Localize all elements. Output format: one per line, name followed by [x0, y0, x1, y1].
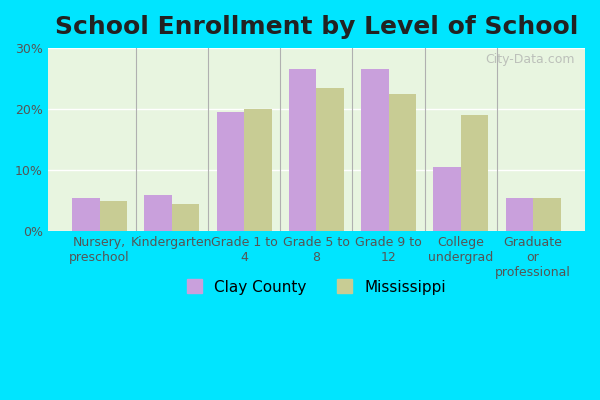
Bar: [244, 109, 272, 231]
Bar: [389, 94, 416, 231]
Title: School Enrollment by Level of School: School Enrollment by Level of School: [55, 15, 578, 39]
Bar: [145, 195, 172, 231]
Bar: [361, 69, 389, 231]
Bar: [533, 198, 560, 231]
Bar: [506, 198, 533, 231]
Bar: [100, 201, 127, 231]
Text: City-Data.com: City-Data.com: [485, 53, 574, 66]
Legend: Clay County, Mississippi: Clay County, Mississippi: [181, 273, 452, 301]
Bar: [316, 88, 344, 231]
Bar: [433, 167, 461, 231]
Bar: [72, 198, 100, 231]
Bar: [289, 69, 316, 231]
Bar: [172, 204, 199, 231]
Bar: [217, 112, 244, 231]
Bar: [461, 115, 488, 231]
